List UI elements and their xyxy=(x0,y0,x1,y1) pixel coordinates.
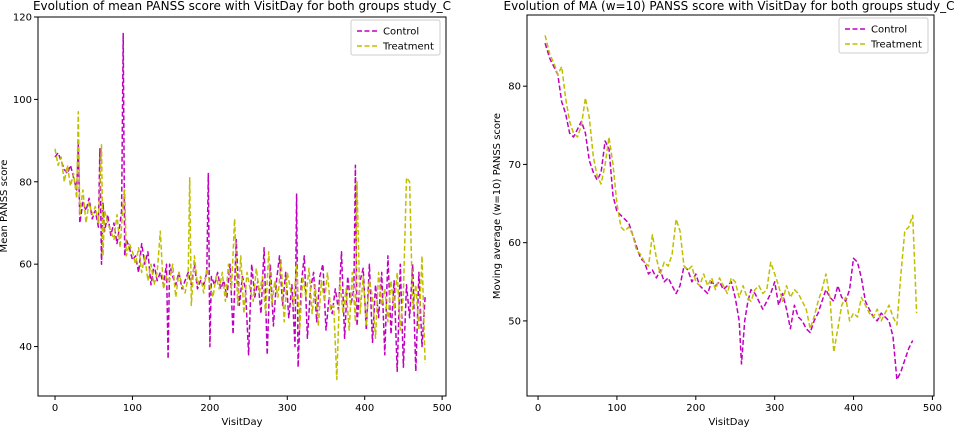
x-tick-label: 400 xyxy=(844,403,863,414)
x-tick-label: 100 xyxy=(607,403,626,414)
axes-frame xyxy=(37,16,447,397)
x-tick-label: 500 xyxy=(433,403,452,414)
y-tick-label: 60 xyxy=(19,260,32,271)
x-axis-label: VisitDay xyxy=(221,417,262,427)
x-tick-label: 300 xyxy=(278,403,297,414)
y-tick-label: 70 xyxy=(508,160,521,171)
y-tick-label: 100 xyxy=(13,95,32,106)
series-line-control xyxy=(54,32,426,373)
y-axis-label: Moving average (w=10) PANSS score xyxy=(492,113,503,299)
series-line-control xyxy=(544,42,914,381)
mean-panss-chart: Evolution of mean PANSS score with Visit… xyxy=(0,0,452,428)
axes-frame xyxy=(526,14,935,397)
y-tick-label: 60 xyxy=(508,238,521,249)
x-tick-label: 200 xyxy=(200,403,219,414)
x-tick-label: 0 xyxy=(535,403,541,414)
legend: Control Treatment xyxy=(350,19,441,56)
chart-title: Evolution of mean PANSS score with Visit… xyxy=(33,0,451,13)
series-line-treatment xyxy=(544,35,918,353)
series-line-treatment xyxy=(54,111,426,381)
x-tick-label: 100 xyxy=(123,403,142,414)
legend-label-control: Control xyxy=(871,25,907,36)
y-tick-label: 80 xyxy=(508,82,521,93)
y-axis-label: Mean PANSS score xyxy=(0,160,10,253)
moving-average-panss-chart: Evolution of MA (w=10) PANSS score with … xyxy=(492,0,955,428)
y-tick-label: 40 xyxy=(19,342,32,353)
y-tick-label: 120 xyxy=(13,13,32,24)
series-layer xyxy=(544,35,918,381)
x-tick-label: 0 xyxy=(52,403,58,414)
ticks-layer: 0 100 200 300 400 500 50 60 70 80 xyxy=(508,82,942,414)
x-tick-label: 200 xyxy=(686,403,705,414)
y-tick-label: 80 xyxy=(19,177,32,188)
legend-label-treatment: Treatment xyxy=(870,40,922,51)
x-axis-label: VisitDay xyxy=(708,417,749,427)
x-tick-label: 300 xyxy=(765,403,784,414)
legend: Control Treatment xyxy=(838,17,929,54)
x-tick-label: 400 xyxy=(355,403,374,414)
series-layer xyxy=(54,32,426,381)
ticks-layer: 0 100 200 300 400 500 40 60 80 100 120 xyxy=(13,13,452,415)
legend-label-treatment: Treatment xyxy=(382,42,434,53)
legend-label-control: Control xyxy=(383,27,419,38)
y-tick-label: 50 xyxy=(508,316,521,327)
chart-title: Evolution of MA (w=10) PANSS score with … xyxy=(504,0,955,13)
x-tick-label: 500 xyxy=(923,403,942,414)
